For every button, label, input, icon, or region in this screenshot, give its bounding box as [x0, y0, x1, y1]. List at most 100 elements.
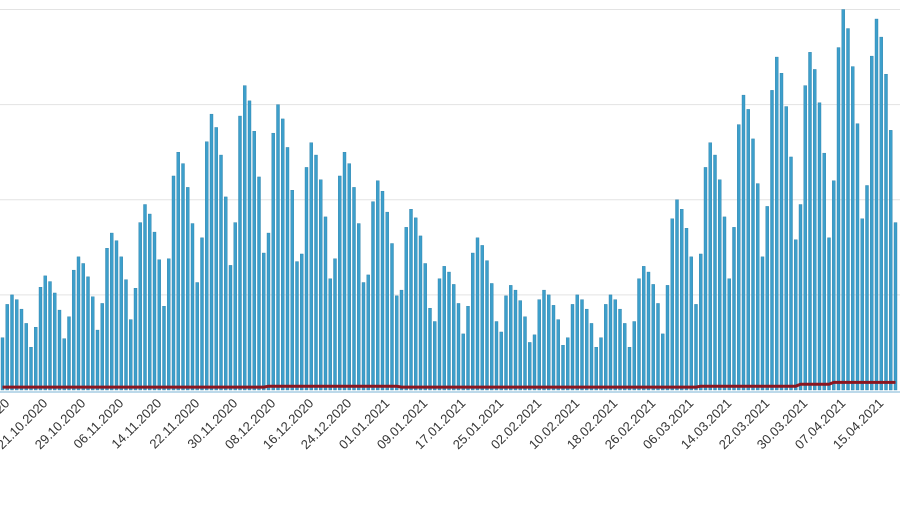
bar	[637, 278, 641, 391]
bar	[176, 151, 180, 391]
bar	[570, 304, 575, 391]
bar	[613, 299, 617, 391]
bar	[694, 304, 698, 391]
bar	[100, 303, 104, 391]
bar	[0, 337, 5, 391]
bar	[86, 276, 90, 391]
bar	[680, 209, 684, 391]
bar	[186, 187, 190, 391]
bar	[794, 239, 798, 391]
bar	[547, 294, 551, 391]
bar	[162, 306, 166, 391]
bar	[689, 256, 693, 391]
bar	[874, 18, 879, 391]
bar	[19, 308, 24, 391]
bar	[580, 299, 584, 391]
bar	[385, 211, 389, 391]
bar	[285, 147, 290, 391]
bar	[452, 284, 456, 391]
bar	[38, 287, 43, 391]
bar	[604, 304, 608, 391]
bar	[399, 289, 404, 391]
bar	[589, 323, 594, 391]
bar	[779, 73, 784, 391]
bar	[665, 285, 670, 391]
bar	[338, 175, 342, 391]
bar	[352, 187, 356, 391]
bar	[627, 346, 632, 391]
bar	[252, 131, 256, 391]
bar	[471, 252, 475, 391]
bar	[532, 334, 537, 391]
bar	[300, 253, 304, 391]
bar	[433, 321, 437, 391]
bar	[124, 279, 128, 391]
bar	[775, 56, 779, 391]
bar	[34, 327, 38, 391]
bar	[129, 319, 133, 391]
bar	[167, 258, 171, 391]
bar	[314, 154, 318, 391]
bar	[404, 227, 408, 391]
bar	[741, 94, 746, 391]
bar	[114, 240, 119, 391]
bar	[29, 346, 33, 391]
bar	[214, 127, 218, 391]
bar	[95, 329, 100, 391]
bar	[846, 28, 850, 391]
bar	[418, 235, 423, 391]
bar	[661, 333, 665, 391]
bar	[756, 183, 760, 391]
bar	[371, 201, 375, 391]
bar	[91, 296, 95, 391]
bar	[513, 289, 518, 391]
bar	[727, 278, 731, 391]
bar	[243, 85, 247, 391]
bar	[323, 216, 328, 391]
bar	[295, 261, 299, 391]
bar	[209, 113, 214, 391]
bar	[751, 138, 755, 391]
bar	[542, 289, 546, 391]
bar	[48, 281, 52, 391]
bar	[247, 100, 252, 391]
bar	[366, 274, 370, 391]
bar	[205, 141, 209, 391]
bar	[442, 266, 446, 391]
bar	[271, 132, 275, 391]
bar	[309, 142, 313, 391]
bar	[276, 104, 280, 391]
bar	[623, 323, 627, 391]
bar	[770, 90, 774, 391]
bar	[171, 175, 176, 391]
bar	[72, 269, 76, 391]
bar	[219, 154, 223, 391]
bar	[475, 237, 480, 391]
bar	[376, 180, 380, 391]
bar	[713, 154, 717, 391]
bar	[656, 303, 660, 391]
bar	[646, 271, 651, 391]
bar	[893, 222, 898, 391]
bar	[5, 304, 9, 391]
bar	[765, 206, 769, 391]
bar	[233, 222, 237, 391]
bar	[133, 288, 138, 391]
bar	[200, 237, 204, 391]
bar	[808, 52, 812, 391]
bar	[53, 292, 57, 391]
bar	[860, 218, 864, 391]
bar	[870, 55, 874, 391]
bar	[43, 275, 47, 391]
bar	[518, 300, 522, 391]
bar	[342, 151, 347, 391]
bar	[684, 228, 689, 391]
bar	[328, 278, 332, 391]
bar	[556, 319, 560, 391]
bar	[822, 152, 826, 391]
bar	[480, 245, 484, 391]
bar	[333, 258, 337, 391]
bar	[195, 282, 199, 391]
bar	[304, 167, 309, 391]
